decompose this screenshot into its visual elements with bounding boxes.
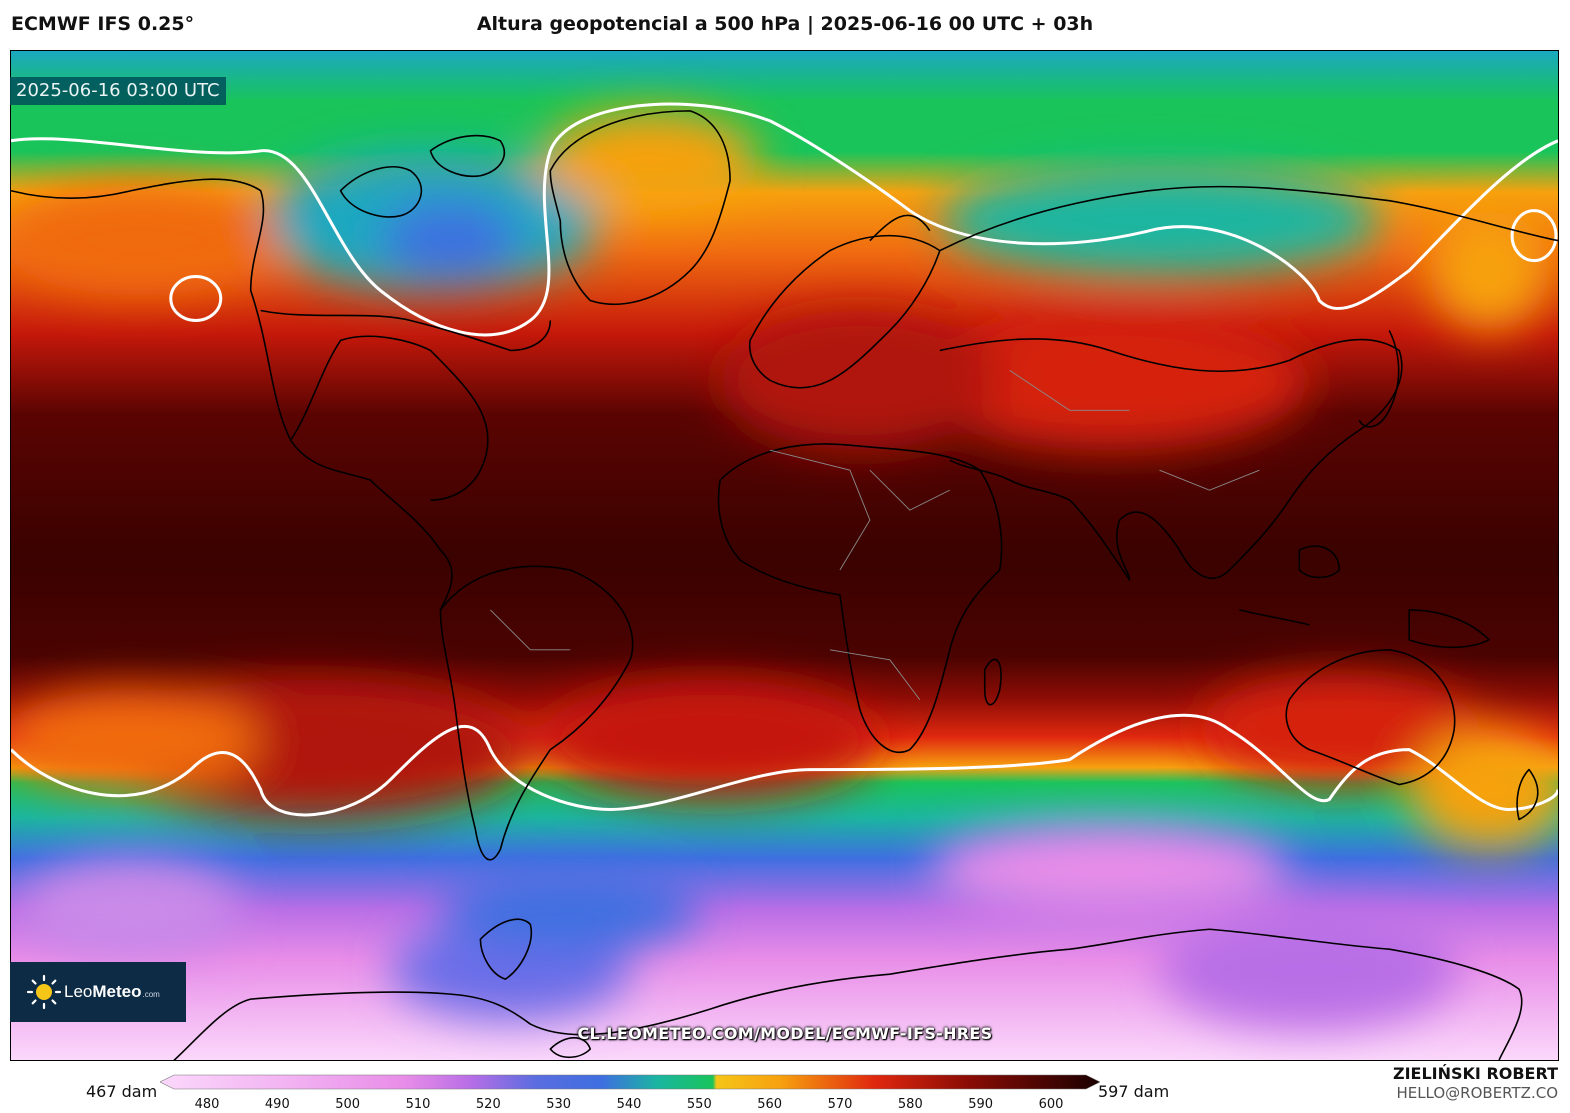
colorbar: [160, 1074, 1100, 1090]
author-email[interactable]: HELLO@ROBERTZ.CO: [1396, 1084, 1558, 1102]
map-area: [10, 50, 1559, 1061]
colorbar-tick-label: 540: [616, 1097, 642, 1112]
colorbar-min-label: 467 dam: [86, 1082, 158, 1101]
valid-time-label: 2025-06-16 03:00 UTC: [10, 77, 226, 105]
logo-suffix: .com: [142, 990, 160, 999]
colorbar-max-label: 597 dam: [1098, 1082, 1170, 1101]
model-name: ECMWF IFS 0.25°: [11, 13, 195, 35]
geopotential-field: [11, 51, 1558, 1060]
map-title: Altura geopotencial a 500 hPa | 2025-06-…: [476, 13, 1094, 35]
coastlines: [11, 110, 1558, 1060]
leometeo-logo[interactable]: LeoMeteo.com: [10, 962, 186, 1022]
colorbar-tick-label: 580: [897, 1097, 923, 1112]
colorbar-tick-label: 570: [827, 1097, 853, 1112]
author-name: ZIELIŃSKI ROBERT: [1392, 1064, 1558, 1083]
colorbar-tick-label: 510: [405, 1097, 431, 1112]
logo-text-bold: Meteo: [92, 982, 142, 1001]
colorbar-tick-label: 590: [968, 1097, 994, 1112]
contour-552: [11, 102, 1558, 817]
colorbar-tick-label: 550: [686, 1097, 712, 1112]
logo-text: LeoMeteo.com: [64, 982, 160, 1002]
colorbar-tick-label: 500: [335, 1097, 361, 1112]
country-borders: [490, 369, 1260, 700]
colorbar-ticks: 480 490 500 510 520 530 540 550 560 570 580 590 600: [0, 1097, 1570, 1113]
sun-icon: [26, 974, 62, 1010]
colorbar-gradient: [160, 1074, 1100, 1090]
logo-text-light: Leo: [64, 982, 93, 1001]
colorbar-tick-label: 520: [475, 1097, 501, 1112]
colorbar-tick-label: 600: [1038, 1097, 1064, 1112]
colorbar-tick-label: 560: [757, 1097, 783, 1112]
colorbar-tick-label: 480: [194, 1097, 220, 1112]
colorbar-tick-label: 530: [546, 1097, 572, 1112]
colorbar-tick-label: 490: [264, 1097, 290, 1112]
source-url-watermark: CL.LEOMETEO.COM/MODEL/ECMWF-IFS-HRES: [577, 1024, 993, 1043]
